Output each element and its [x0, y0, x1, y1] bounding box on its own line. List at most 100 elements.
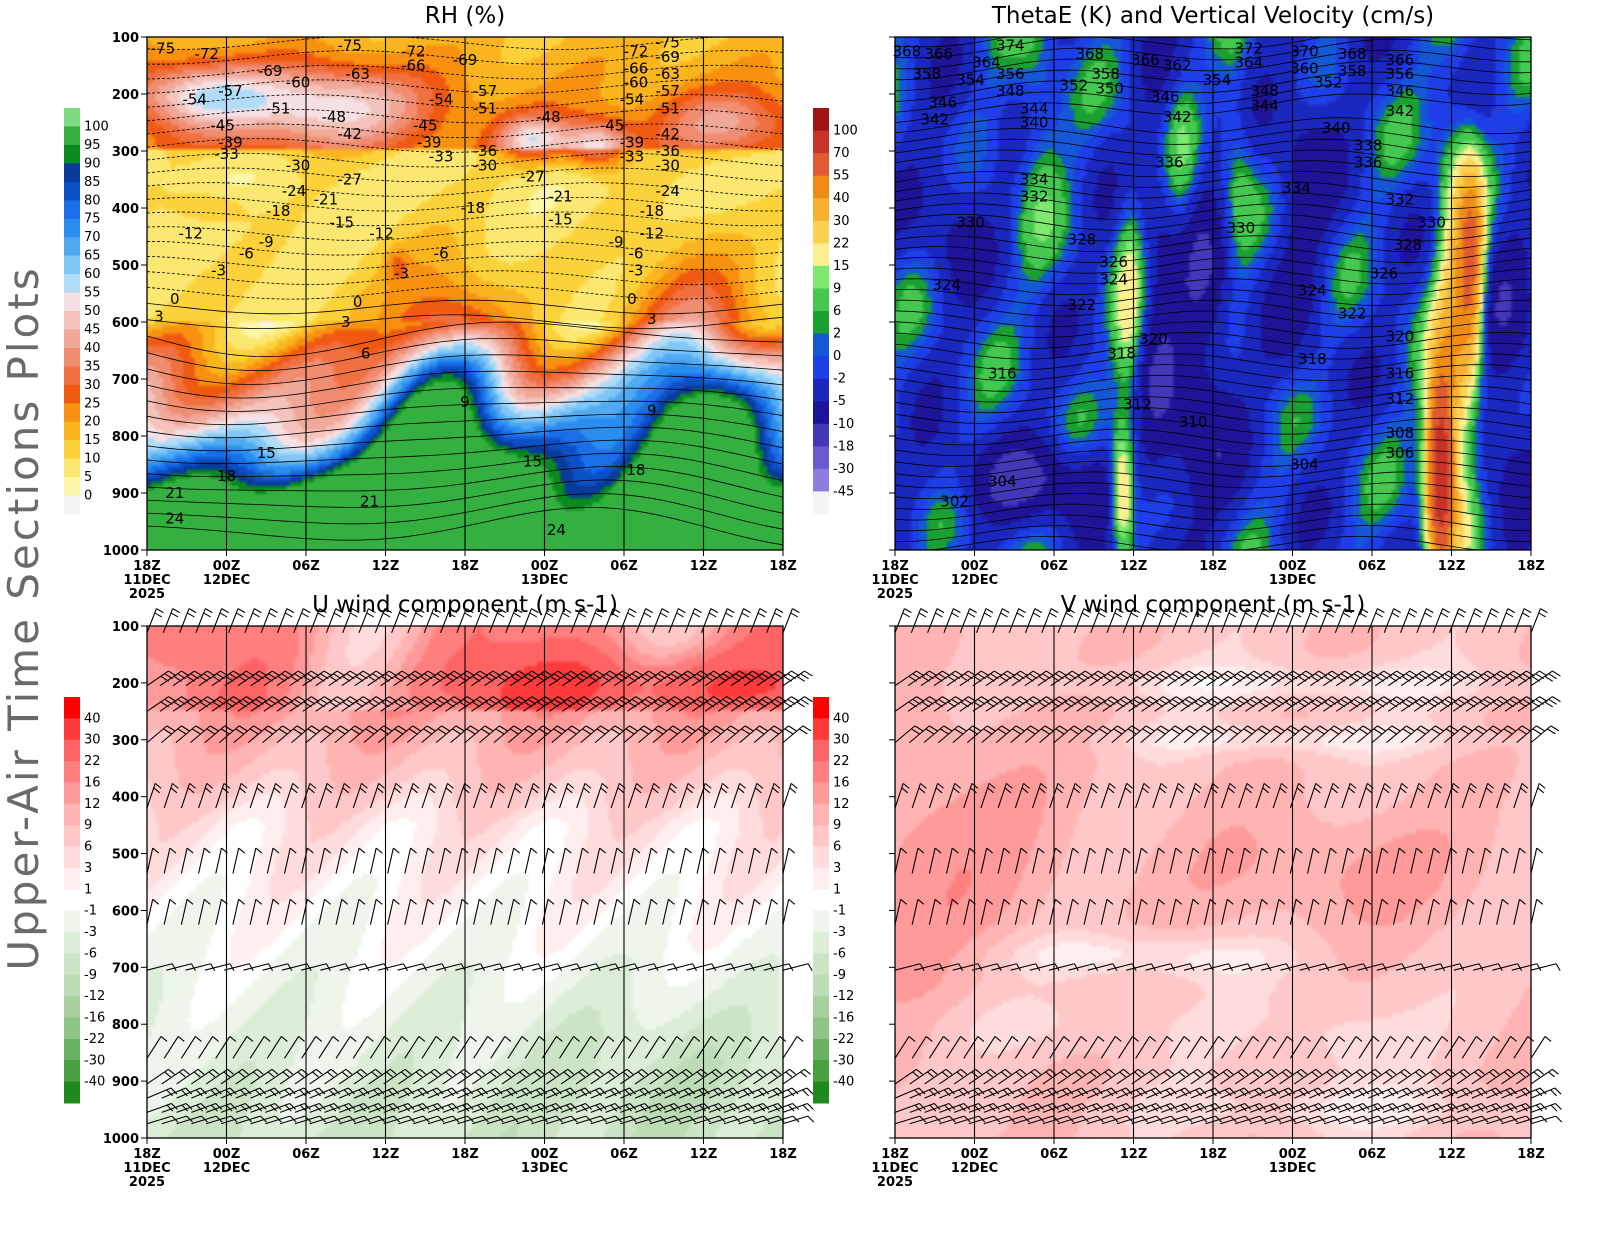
barb-feather	[804, 1068, 811, 1075]
barb-feather	[1505, 612, 1514, 618]
contour-label: -9	[609, 233, 624, 251]
x-tick-label: 18Z	[133, 559, 161, 574]
contour-label: 15	[523, 453, 542, 471]
barb-feather	[611, 612, 619, 618]
contour-label: -57	[218, 82, 243, 100]
colorbar-label: 22	[84, 754, 101, 769]
contour-label: -42	[337, 125, 362, 143]
barb-feather	[807, 1115, 815, 1123]
contour-label: -3	[211, 262, 226, 280]
contour-label: 318	[1298, 350, 1327, 368]
barb-feather	[514, 608, 523, 614]
contour-line	[146, 270, 784, 285]
barb-shaft	[195, 608, 206, 634]
wind-barb	[342, 608, 360, 634]
contour-label: 368	[1075, 45, 1104, 63]
x-tick-label: 18Z	[881, 1147, 909, 1162]
wind-barb	[766, 608, 784, 634]
colorbar-swatch	[64, 697, 80, 719]
wind-barb	[488, 608, 507, 634]
barb-feather	[659, 612, 668, 618]
barb-feather	[172, 608, 181, 614]
colorbar-swatch	[813, 401, 829, 425]
wind-barb	[684, 608, 702, 634]
barb-shaft	[146, 608, 157, 634]
barb-feather	[1544, 1036, 1552, 1042]
y-tick-label: 800	[112, 430, 139, 445]
wind-barb	[179, 608, 197, 634]
wind-barb	[717, 608, 735, 634]
colorbar-swatch	[813, 378, 829, 402]
contour-label: 9	[460, 393, 470, 411]
colorbar-swatch	[813, 175, 829, 199]
barb-shaft	[276, 608, 288, 634]
colorbar-label: 3	[84, 861, 92, 876]
barb-shaft	[554, 608, 565, 634]
colorbar-label: -1	[833, 904, 846, 919]
x-tick-label: 00Z	[961, 1147, 989, 1162]
barb-shaft	[391, 608, 402, 634]
barb-feather	[399, 612, 407, 618]
colorbar-label: -12	[833, 989, 854, 1004]
wind-barb	[782, 1036, 804, 1059]
colorbar-label: 16	[84, 775, 101, 790]
barb-feather	[1393, 608, 1401, 614]
wind-barb	[472, 608, 490, 634]
y-tick-label: 400	[112, 791, 139, 806]
barb-feather	[302, 608, 311, 614]
contour-label: -72	[194, 45, 219, 63]
date-label: 11DEC	[123, 573, 170, 588]
barb-feather	[580, 608, 588, 614]
colorbar-swatch	[64, 996, 80, 1019]
barb-feather	[677, 608, 686, 614]
colorbar-swatch	[64, 1060, 80, 1083]
x-tick-label: 00Z	[213, 1147, 241, 1162]
barb-feather	[790, 782, 798, 789]
x-tick-label: 18Z	[881, 559, 909, 574]
contour-label: 312	[1123, 396, 1152, 414]
y-tick-label: 300	[112, 145, 139, 160]
contour-label: 3	[647, 310, 657, 328]
contour-label: -24	[282, 182, 307, 200]
date-label: 11DEC	[871, 1161, 918, 1176]
barb-feather	[333, 612, 342, 618]
date-label: 12DEC	[203, 573, 250, 588]
barb-feather	[967, 612, 976, 618]
contour-label: -15	[330, 213, 355, 231]
contour-label: 306	[1386, 444, 1415, 462]
y-tick-label: 1000	[103, 544, 139, 559]
barb-feather	[368, 608, 376, 614]
wind-barb	[146, 608, 164, 634]
colorbar-swatch	[64, 953, 80, 976]
colorbar-swatch	[813, 889, 829, 912]
contour-label: -42	[655, 125, 680, 143]
colorbar-swatch	[64, 803, 80, 826]
date-label: 13DEC	[521, 1161, 568, 1176]
contour-label: -54	[182, 91, 207, 109]
barb-feather	[1032, 612, 1041, 618]
barb-feather	[1544, 701, 1554, 708]
contour-label: 334	[1282, 179, 1311, 197]
barb-feather	[235, 612, 244, 618]
barb-feather	[790, 612, 798, 618]
x-tick-label: 00Z	[961, 559, 989, 574]
barb-feather	[676, 612, 684, 618]
colorbar-swatch	[64, 889, 80, 912]
colorbar-swatch	[813, 333, 829, 357]
barb-feather	[1442, 608, 1450, 614]
colorbar-swatch	[64, 1081, 80, 1104]
contour-line	[146, 211, 784, 227]
barb-shaft	[211, 608, 223, 634]
barb-feather	[1000, 612, 1008, 618]
contour-label: 374	[996, 37, 1025, 55]
barb-feather	[645, 608, 653, 614]
barb-feather	[1489, 612, 1498, 618]
barb-feather	[804, 696, 813, 703]
contour-label: 368	[893, 42, 922, 60]
barb-feather	[319, 608, 327, 614]
colorbar-label: 5	[84, 470, 92, 485]
colorbar-label: -6	[84, 946, 97, 961]
barb-feather	[920, 608, 929, 614]
colorbar-swatch	[64, 932, 80, 954]
colorbar-swatch	[64, 718, 80, 741]
